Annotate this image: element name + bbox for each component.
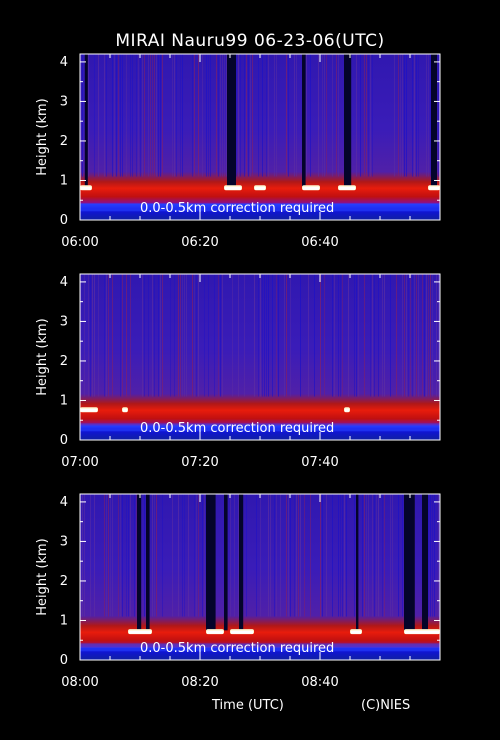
x-tick-label: 08:20	[181, 675, 218, 690]
x-tick-label: 08:40	[301, 675, 338, 690]
x-tick-label: 06:20	[181, 235, 218, 250]
chart-title: MIRAI Nauru99 06-23-06(UTC)	[115, 31, 385, 51]
signal-gap	[146, 494, 150, 631]
signal-gap	[356, 494, 359, 631]
y-tick-label: 1	[60, 173, 68, 188]
y-tick-label: 3	[60, 94, 68, 109]
near-surface-band	[80, 643, 440, 652]
y-tick-label: 0	[60, 213, 68, 228]
correction-note: 0.0-0.5km correction required	[140, 201, 334, 216]
x-tick-label: 07:20	[181, 455, 218, 470]
signal-gap	[422, 494, 428, 631]
x-tick-label: 07:00	[61, 455, 98, 470]
y-tick-label: 4	[60, 275, 68, 290]
panel-3: 0 1 2 3 4 Height (km) 08:00 08:20 08:40 0.0-0.5km…	[35, 493, 441, 690]
signal-gap	[239, 494, 244, 631]
y-tick-label: 1	[60, 613, 68, 628]
cloud-echo-core	[303, 186, 319, 190]
cloud-echo-core	[351, 630, 361, 634]
x-tick-label: 06:00	[61, 235, 98, 250]
cloud-echo-core	[255, 186, 265, 190]
y-tick-label: 2	[60, 574, 68, 589]
y-tick-label: 3	[60, 314, 68, 329]
signal-gap	[206, 494, 216, 631]
signal-gap	[137, 494, 142, 631]
x-tick-label: 06:40	[301, 235, 338, 250]
y-axis-label: Height (km)	[35, 318, 50, 395]
cloud-echo-core	[231, 630, 253, 634]
x-tick-label: 08:00	[61, 675, 98, 690]
signal-gap	[84, 54, 88, 187]
x-tick-label: 07:40	[301, 455, 338, 470]
y-axis-label: Height (km)	[35, 538, 50, 615]
signal-gap	[404, 494, 415, 631]
near-surface-band	[80, 203, 440, 212]
cloud-echo-core	[81, 186, 91, 190]
heatmap-texture	[80, 274, 439, 397]
cloud-echo-core	[345, 408, 349, 412]
cloud-echo-core	[225, 186, 241, 190]
cloud-echo-core	[81, 408, 97, 412]
signal-gap	[224, 494, 228, 631]
x-axis-label: Time (UTC)	[212, 698, 284, 713]
cloud-echo-core	[123, 408, 127, 412]
correction-note: 0.0-0.5km correction required	[140, 421, 334, 436]
cloud-echo-core	[405, 630, 439, 634]
panel-2: 0 1 2 3 4 Height (km) 07:00 07:20 07:40 0.0-0.5km…	[35, 273, 441, 470]
y-tick-label: 1	[60, 393, 68, 408]
y-tick-label: 3	[60, 534, 68, 549]
panel-1: 0 1 2 3 4 Height (km) 06:00 06:20 06:40 0.0-0.5km…	[35, 53, 441, 250]
cloud-echo-core	[207, 630, 223, 634]
y-tick-label: 2	[60, 354, 68, 369]
signal-gap	[344, 54, 352, 187]
heatmap-field	[80, 54, 440, 220]
y-tick-label: 0	[60, 433, 68, 448]
signal-gap	[431, 54, 437, 187]
correction-note: 0.0-0.5km correction required	[140, 641, 334, 656]
y-tick-label: 4	[60, 495, 68, 510]
near-surface-band	[80, 423, 440, 432]
cloud-echo-core	[429, 186, 439, 190]
credit-text: (C)NIES	[361, 698, 411, 713]
cloud-echo-core	[339, 186, 355, 190]
signal-gap	[227, 54, 236, 187]
y-axis-label: Height (km)	[35, 98, 50, 175]
y-tick-label: 2	[60, 134, 68, 149]
y-tick-label: 4	[60, 55, 68, 70]
signal-gap	[302, 54, 306, 187]
cloud-echo-core	[129, 630, 151, 634]
y-tick-label: 0	[60, 653, 68, 668]
